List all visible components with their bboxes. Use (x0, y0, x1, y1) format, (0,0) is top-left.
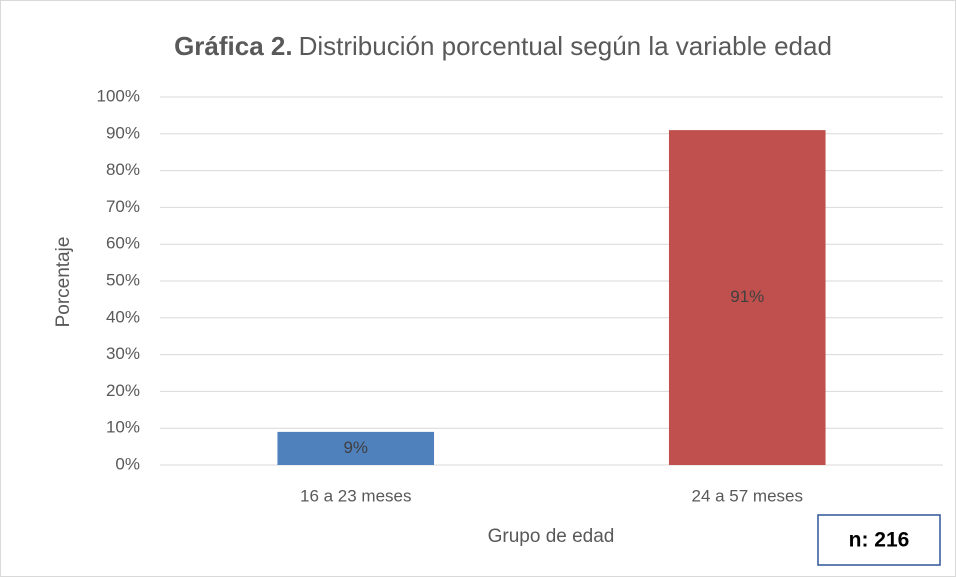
chart-title: Distribución porcentual según la variabl… (299, 31, 832, 61)
chart-title-prefix: Gráfica 2. (174, 31, 293, 61)
y-tick-label: 50% (106, 270, 140, 289)
y-tick-label: 60% (106, 234, 140, 253)
y-tick-label: 10% (106, 418, 140, 437)
y-tick-label: 90% (106, 123, 140, 142)
data-label: 9% (343, 438, 368, 457)
x-tick-label: 24 a 57 meses (691, 486, 803, 505)
y-tick-label: 70% (106, 197, 140, 216)
x-axis-label: Grupo de edad (488, 526, 615, 547)
annotation: n: 216 (849, 529, 910, 552)
data-label: 91% (730, 287, 764, 306)
y-tick-label: 20% (106, 381, 140, 400)
annotation-box (817, 514, 941, 566)
y-axis-label: Porcentaje (53, 237, 74, 328)
y-tick-label: 0% (115, 454, 140, 473)
y-tick-label: 100% (97, 86, 140, 105)
chart-title-group: Gráfica 2. Distribución porcentual según … (174, 31, 832, 61)
x-tick-label: 16 a 23 meses (300, 486, 412, 505)
y-tick-label: 30% (106, 344, 140, 363)
bar (668, 130, 826, 465)
bar (277, 431, 435, 465)
y-tick-label: 40% (106, 307, 140, 326)
y-tick-label: 80% (106, 160, 140, 179)
